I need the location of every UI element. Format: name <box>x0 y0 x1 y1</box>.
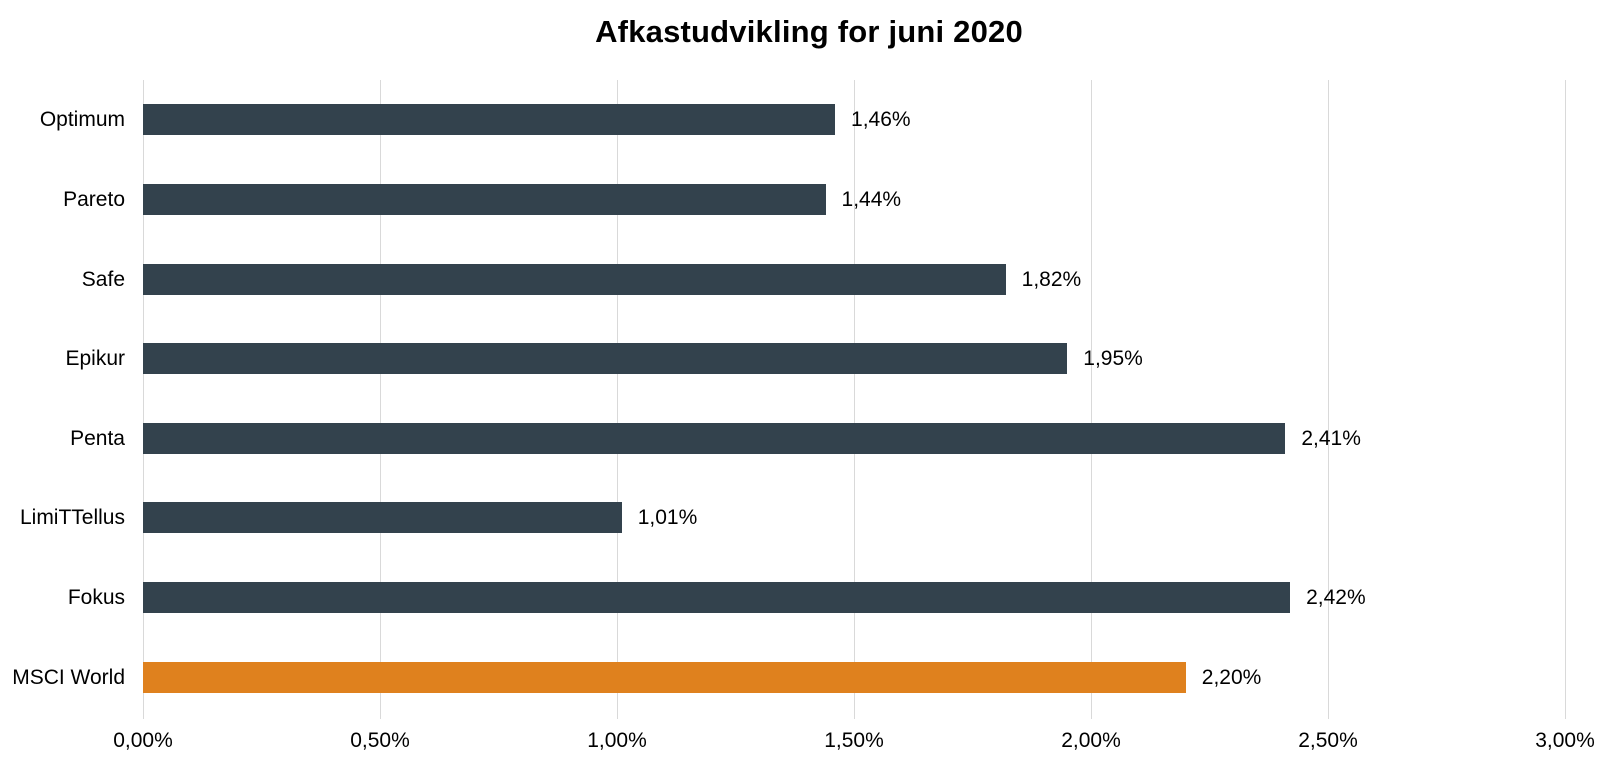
x-axis-tick-label: 0,50% <box>350 729 410 752</box>
bar-fokus <box>143 581 1291 613</box>
category-label: Penta <box>70 426 125 450</box>
bar-epikur <box>143 343 1068 375</box>
category-label: Safe <box>81 267 125 291</box>
bar-safe <box>143 263 1006 295</box>
x-axis-tick-label: 2,50% <box>1298 729 1358 752</box>
x-gridline <box>854 80 855 719</box>
x-gridline <box>143 80 144 719</box>
value-label: 1,01% <box>637 506 698 530</box>
value-label: 1,82% <box>1021 267 1082 291</box>
x-gridline <box>380 80 381 719</box>
bar-pareto <box>143 183 826 215</box>
category-label: Pareto <box>63 187 125 211</box>
value-label: 2,41% <box>1301 426 1361 450</box>
bar-penta <box>143 422 1286 454</box>
value-label: 1,95% <box>1083 347 1143 371</box>
category-label: MSCI World <box>12 665 125 689</box>
x-axis-tick-label: 2,00% <box>1061 729 1121 752</box>
chart-title: Afkastudvikling for juni 2020 <box>595 14 1023 49</box>
value-label: 2,20% <box>1201 665 1262 689</box>
x-gridline <box>1328 80 1329 719</box>
x-axis-tick-label: 1,50% <box>824 729 884 752</box>
category-label: Fokus <box>67 585 125 609</box>
value-label: 1,46% <box>851 108 911 132</box>
value-label: 1,44% <box>841 187 902 211</box>
category-label: Epikur <box>65 347 125 371</box>
x-gridline <box>1091 80 1092 719</box>
category-label: Optimum <box>39 108 125 132</box>
bar-limittellus <box>143 502 622 534</box>
x-gridline <box>617 80 618 719</box>
x-gridline <box>1565 80 1566 719</box>
x-axis-tick-label: 0,00% <box>113 729 173 752</box>
x-axis-tick-label: 3,00% <box>1535 729 1595 752</box>
category-label: LimiTTellus <box>19 506 125 530</box>
bar-optimum <box>143 104 836 136</box>
bar-msci-world <box>143 661 1186 693</box>
x-axis-tick-label: 1,00% <box>587 729 647 752</box>
value-label: 2,42% <box>1306 585 1366 609</box>
